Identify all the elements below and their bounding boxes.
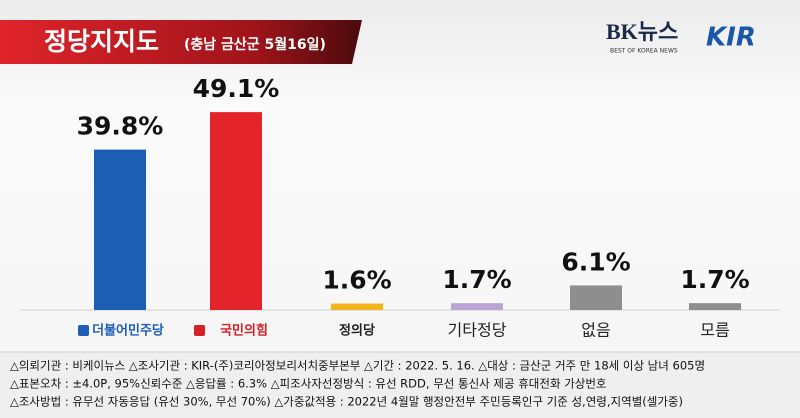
value-label: 39.8% xyxy=(77,112,164,141)
bar xyxy=(94,149,146,310)
bar xyxy=(689,303,741,310)
party-icon xyxy=(194,325,205,336)
category-label: 정의당 xyxy=(339,323,375,339)
value-label: 49.1% xyxy=(193,74,280,103)
chart-subtitle: (충남 금산군 5월16일) xyxy=(184,36,326,53)
party-icon xyxy=(78,325,89,336)
value-label: 1.6% xyxy=(322,266,391,295)
source-tagline: BEST OF KOREA NEWS xyxy=(610,48,678,55)
value-label: 6.1% xyxy=(561,247,630,276)
source-logo: BK뉴스 xyxy=(606,19,678,44)
value-label: 1.7% xyxy=(442,265,511,294)
category-label: 없음 xyxy=(581,321,610,340)
title-banner xyxy=(0,20,362,64)
notes-background xyxy=(0,352,800,418)
category-label: 기타정당 xyxy=(448,321,507,340)
note: △표본오차 : ±4.0P, 95%신뢰수준 △응답률 : 6.3% △피조사자… xyxy=(10,377,607,391)
category-label: 더불어민주당 xyxy=(92,323,164,339)
category-label: 국민의힘 xyxy=(220,323,268,339)
note: △조사방법 : 유무선 자동응답 (유선 30%, 무선 70%) △가중값적용… xyxy=(10,395,683,409)
bar xyxy=(451,303,503,310)
bar xyxy=(331,303,383,310)
value-label: 1.7% xyxy=(680,265,749,294)
bar xyxy=(570,285,622,310)
chart-title: 정당지지도 xyxy=(44,27,159,56)
category-label: 모름 xyxy=(700,321,729,340)
partner-logo: KIR xyxy=(706,23,756,53)
bar xyxy=(210,112,262,310)
note: △의뢰기관 : 비케이뉴스 △조사기관 : KIR-(주)코리아정보리서치중부본… xyxy=(10,359,705,373)
